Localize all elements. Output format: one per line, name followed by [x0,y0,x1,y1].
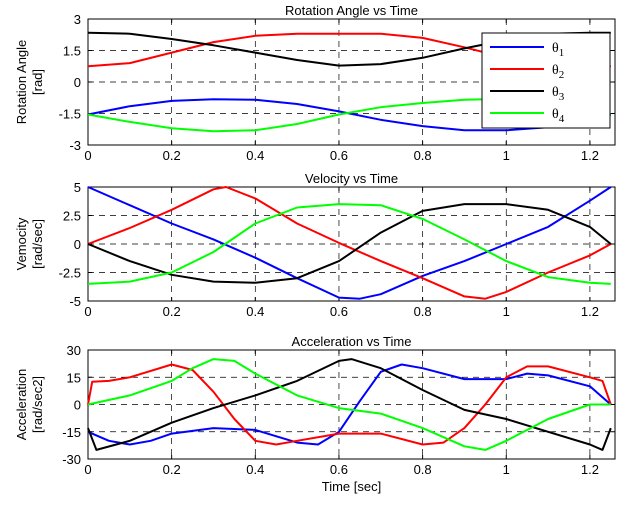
x-axis-label: Time [sec] [322,479,381,494]
y-tick-label: 15 [67,370,81,385]
legend-label-symbol: θ [552,107,559,122]
y-axis-label-line: Acceleration [14,369,29,441]
legend-label-symbol: θ [552,41,559,56]
y-tick-label: 30 [67,343,81,358]
y-axis-label: Vemocity[rad/sec] [14,217,45,270]
y-tick-label: 2.5 [63,209,81,224]
series-line-4 [87,358,611,451]
x-tick-label: 0.2 [163,304,181,319]
panel-2: 0 0.2 0.4 0.6 0.8 1 1.2 -5 -2.5 0 2.5 5 Velocity vs … [14,171,616,319]
y-tick-label: 0 [74,75,81,90]
legend-label-subscript: 1 [559,47,565,59]
series-line-2 [87,363,612,446]
legend-label-1: θ1 [552,41,564,59]
x-tick-label: 1 [503,148,510,163]
legend-label-4: θ4 [552,107,565,125]
x-tick-label: 0 [84,148,91,163]
series-line-3 [87,358,612,451]
y-tick-label: -30 [62,452,81,467]
chart-title: Acceleration vs Time [292,334,412,349]
x-tick-label: 0.6 [330,462,348,477]
legend-label-subscript: 3 [559,91,565,103]
y-axis-label: Rotation Angle[rad] [14,40,45,125]
legend-label-3: θ3 [552,85,565,103]
chart-title: Velocity vs Time [305,171,398,186]
y-tick-label: -15 [62,425,81,440]
legend-label-2: θ2 [552,63,564,81]
series-line-1 [87,363,612,446]
y-axis-label-line: [rad] [30,69,45,95]
y-tick-label: -2.5 [59,266,81,281]
chart-title: Rotation Angle vs Time [285,3,418,18]
legend-label-subscript: 2 [559,69,565,81]
y-tick-label: -5 [69,294,81,309]
x-tick-label: 1.2 [581,304,599,319]
x-tick-label: 0 [84,304,91,319]
y-axis-label-line: [rad/sec2] [30,376,45,433]
x-tick-label: 0.4 [246,304,264,319]
y-axis-label-line: [rad/sec] [30,219,45,269]
x-tick-label: 0.8 [414,148,432,163]
x-tick-label: 0.6 [330,304,348,319]
x-tick-label: 0.2 [163,148,181,163]
y-axis-label-line: Vemocity [14,217,29,270]
y-tick-label: -1.5 [59,107,81,122]
series-line-3 [87,203,612,284]
legend-label-subscript: 4 [559,113,565,125]
x-tick-label: 0 [84,462,91,477]
y-tick-label: 0 [74,398,81,413]
legend-label-symbol: θ [552,63,559,78]
x-tick-label: 1.2 [581,148,599,163]
x-tick-label: 0.4 [246,462,264,477]
x-tick-label: 1.2 [581,462,599,477]
x-tick-label: 1 [503,462,510,477]
y-tick-label: 1.5 [63,44,81,59]
legend-label-symbol: θ [552,85,559,100]
y-tick-label: 0 [74,237,81,252]
y-tick-label: -3 [69,138,81,153]
series-line-1 [87,186,612,300]
y-axis-label: Acceleration[rad/sec2] [14,369,45,441]
x-tick-label: 0.6 [330,148,348,163]
x-tick-label: 0.8 [414,462,432,477]
x-tick-label: 0.8 [414,304,432,319]
x-tick-label: 0.4 [246,148,264,163]
y-tick-label: 5 [74,180,81,195]
series-line-4 [87,203,611,285]
y-axis-label-line: Rotation Angle [14,40,29,125]
y-tick-label: 3 [74,12,81,27]
panel-3: 0 0.2 0.4 0.6 0.8 1 1.2 -30 -15 0 15 30 Acceleration… [14,334,616,494]
x-tick-label: 1 [503,304,510,319]
plot-area [87,349,616,460]
series-line-2 [87,186,612,300]
x-tick-label: 0.2 [163,462,181,477]
